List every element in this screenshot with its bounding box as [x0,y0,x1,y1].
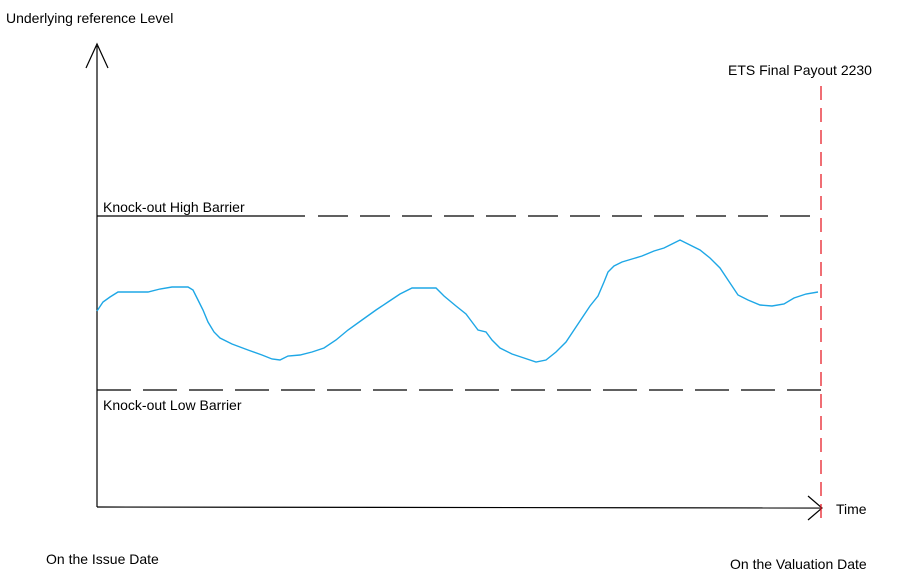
low-barrier-label: Knock-out Low Barrier [103,397,242,413]
x-axis-arrowhead [807,495,823,521]
x-axis [96,506,823,509]
issue-date-label: On the Issue Date [46,551,159,567]
x-axis-label: Time [836,501,867,517]
y-axis-label: Underlying reference Level [6,10,173,26]
high-barrier-label: Knock-out High Barrier [103,199,245,215]
valuation-date-label: On the Valuation Date [730,556,867,572]
y-axis-arrowhead [85,42,109,69]
final-payout-label: ETS Final Payout 2230 [728,62,872,78]
underlying-path [96,239,819,363]
